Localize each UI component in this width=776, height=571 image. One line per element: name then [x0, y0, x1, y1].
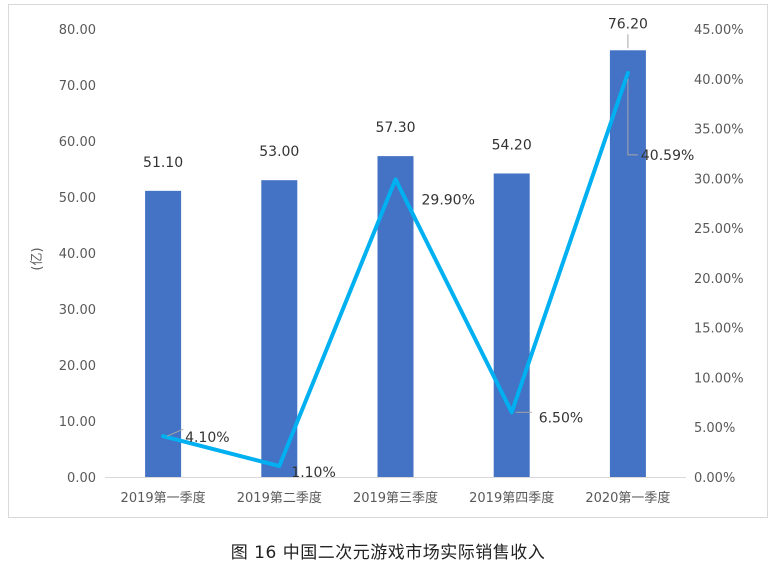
y2-axis-tick-label: 30.00%: [694, 172, 744, 187]
y2-axis-tick-label: 15.00%: [694, 322, 744, 337]
y2-axis-tick-label: 25.00%: [694, 222, 744, 237]
y-axis-tick-label: 40.00: [59, 247, 96, 262]
y2-axis-tick-label: 5.00%: [694, 421, 735, 436]
x-axis-category-label: 2020第一季度: [585, 490, 670, 506]
x-axis-category-label: 2019第二季度: [237, 490, 322, 506]
bar: [145, 190, 182, 477]
combo-chart: 0.00 10.00 20.00 30.00 40.00 50.00 60.00 70.00 8…: [30, 16, 744, 506]
figure-caption: 图 16 中国二次元游戏市场实际销售收入: [0, 538, 776, 563]
y2-axis-tick-label: 0.00%: [694, 471, 735, 486]
y-axis-tick-label: 0.00: [67, 471, 96, 486]
y2-axis-tick-label: 35.00%: [694, 123, 744, 138]
y-axis-tick-label: 10.00: [59, 415, 96, 430]
y2-axis-tick-label: 10.00%: [694, 371, 744, 386]
y2-axis-tick-label: 40.00%: [694, 73, 744, 88]
growth-rate-line: [161, 70, 630, 469]
figure-title: 中国二次元游戏市场实际销售收入: [282, 543, 546, 563]
bar-data-label: 54.20: [492, 137, 532, 153]
x-axis-category-label: 2019第一季度: [121, 490, 206, 506]
line-data-label: 4.10%: [185, 430, 229, 446]
y-axis-tick-label: 60.00: [59, 135, 96, 150]
y-axis-tick-label: 30.00: [59, 303, 96, 318]
bar-data-label: 76.20: [608, 16, 648, 32]
bar-data-label: 53.00: [259, 144, 299, 160]
y-axis-tick-label: 70.00: [59, 79, 96, 94]
data-label-leader: [627, 78, 638, 156]
y-axis-tick-label: 80.00: [59, 23, 96, 38]
line-data-label: 29.90%: [422, 192, 475, 208]
bar-data-label: 51.10: [143, 155, 183, 171]
line-data-label: 40.59%: [641, 148, 694, 164]
figure-number: 图 16: [230, 543, 277, 563]
y-axis-tick-label: 50.00: [59, 191, 96, 206]
line-data-label: 6.50%: [539, 410, 583, 426]
bar: [261, 180, 298, 477]
y-axis-tick-label: 20.00: [59, 359, 96, 374]
x-axis-category-label: 2019第四季度: [469, 490, 554, 506]
y2-axis-tick-label: 20.00%: [694, 272, 744, 287]
data-label-leader: [166, 428, 184, 437]
line-data-label: 1.10%: [291, 465, 335, 481]
y-axis-title: (亿): [30, 247, 45, 270]
y2-axis-tick-label: 45.00%: [694, 23, 744, 38]
x-axis-category-label: 2019第三季度: [353, 490, 438, 506]
bar-data-label: 57.30: [375, 120, 415, 136]
bar: [493, 173, 530, 478]
